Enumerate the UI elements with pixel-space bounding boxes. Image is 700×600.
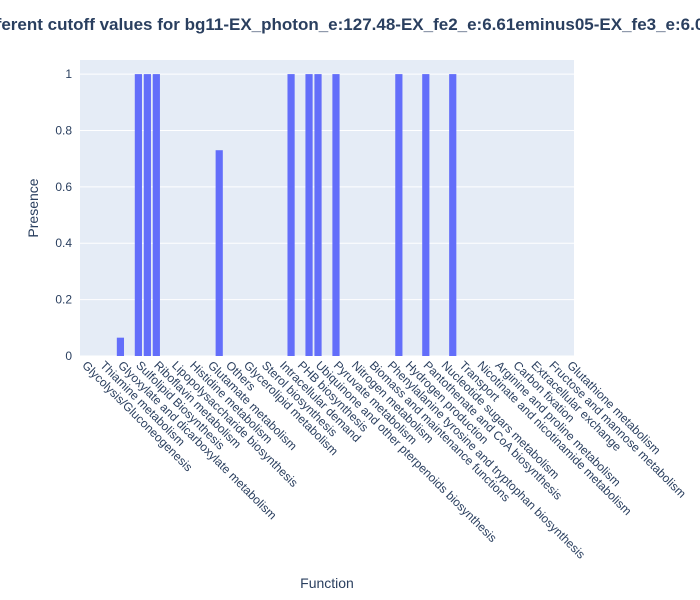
bar (422, 74, 430, 356)
bar (332, 74, 340, 356)
y-axis-title: Presence (25, 178, 41, 237)
y-tick-label: 0.6 (55, 180, 72, 194)
bar (449, 74, 457, 356)
bar (143, 74, 151, 356)
bar (314, 74, 322, 356)
bar (116, 337, 125, 356)
bar (134, 74, 142, 356)
bar (395, 74, 403, 356)
bar (215, 150, 223, 356)
bar (152, 74, 160, 356)
y-tick-label: 1 (65, 67, 72, 81)
x-axis-title: Function (300, 575, 354, 591)
plot-area (80, 60, 574, 356)
y-tick-label: 0.4 (55, 236, 72, 250)
y-tick-label: 0.2 (55, 293, 72, 307)
bar (287, 74, 295, 356)
y-tick-label: 0 (65, 349, 72, 363)
bar (305, 74, 313, 356)
y-tick-label: 0.8 (55, 123, 72, 137)
chart-title: ferent cutoff values for bg11-EX_photon_… (0, 15, 700, 34)
